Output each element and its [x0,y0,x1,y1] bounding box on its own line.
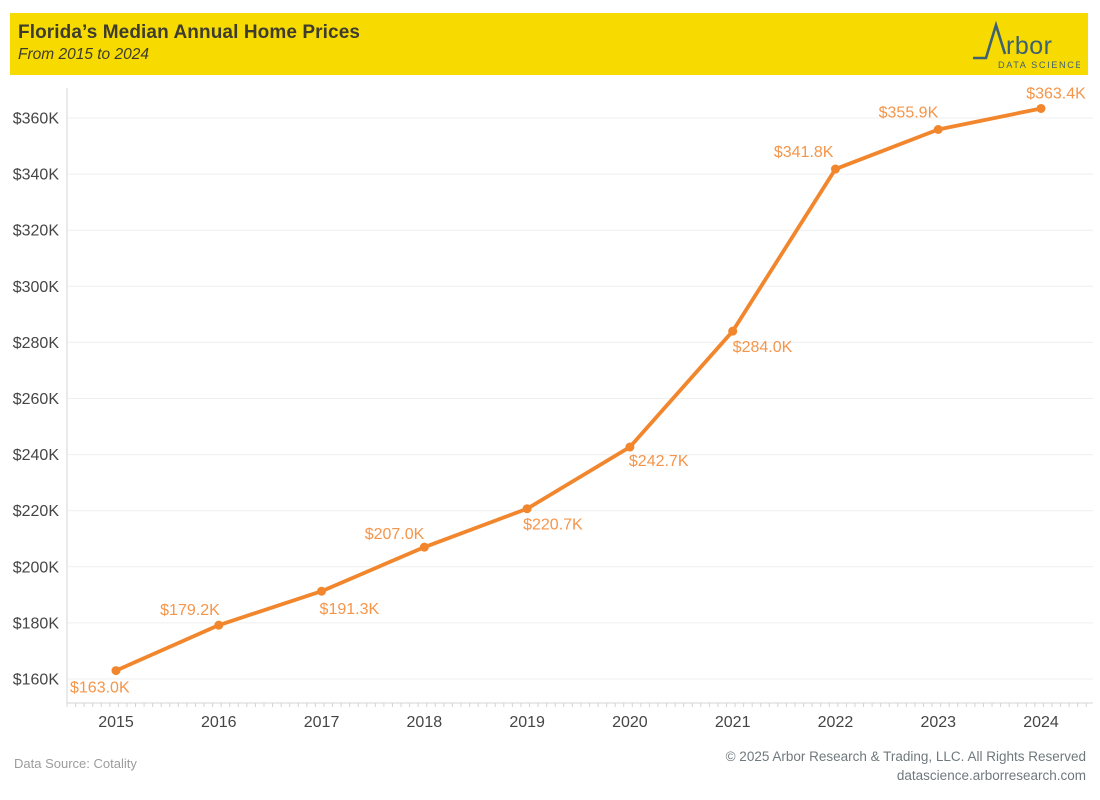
website-text: datascience.arborresearch.com [896,768,1086,783]
x-tick-label: 2023 [920,714,956,731]
y-tick-label: $160K [13,672,60,689]
data-point[interactable] [625,442,635,452]
data-source-note: Data Source: Cotality [14,756,137,771]
data-point[interactable] [317,586,327,596]
chart-title: Florida’s Median Annual Home Prices [18,22,361,43]
line-chart: $160K $180K $200K $220K $240K $260K $280K $300K… [0,80,1100,750]
data-point-label: $363.4K [1026,85,1086,102]
data-point-label: $341.8K [774,144,834,161]
y-tick-label: $180K [13,615,60,632]
data-point-label: $220.7K [523,517,583,534]
x-tick-label: 2015 [98,714,134,731]
arbor-logo: rbor DATA SCIENCE [973,20,1080,70]
x-tick-label: 2019 [509,714,545,731]
data-point[interactable] [419,542,429,552]
price-line [114,106,1043,673]
logo-wordmark: rbor [1006,32,1052,60]
chart-subtitle: From 2015 to 2024 [18,46,149,63]
line-chart-canvas: $160K $180K $200K $220K $240K $260K $280K $300K… [13,85,1093,731]
x-tick-label: 2017 [304,714,340,731]
data-point[interactable] [214,620,224,630]
data-point[interactable] [933,125,943,135]
data-point[interactable] [1036,103,1046,113]
data-point-label: $163.0K [70,680,130,697]
data-point-label: $179.2K [160,602,220,619]
y-tick-label: $340K [13,167,60,184]
y-tick-label: $300K [13,279,60,296]
header-banner: Florida’s Median Annual Home Prices From… [10,13,1088,75]
copyright-text: © 2025 Arbor Research & Trading, LLC. Al… [725,749,1086,764]
x-tick-label: 2018 [407,714,443,731]
x-tick-label: 2022 [818,714,854,731]
y-tick-label: $320K [13,223,60,240]
y-tick-label: $280K [13,335,60,352]
y-tick-label: $260K [13,391,60,408]
data-point[interactable] [522,504,532,514]
x-tick-label: 2016 [201,714,237,731]
y-tick-label: $220K [13,503,60,520]
logo-tagline: DATA SCIENCE [998,60,1080,70]
data-point[interactable] [728,326,738,336]
x-tick-label: 2020 [612,714,648,731]
data-point[interactable] [830,164,840,174]
data-point-label: $207.0K [365,526,425,543]
data-point-label: $355.9K [879,105,939,122]
data-point-label: $242.7K [629,453,689,470]
y-tick-label: $360K [13,111,60,128]
x-tick-label: 2021 [715,714,751,731]
data-point[interactable] [111,666,121,676]
data-point-label: $284.0K [733,339,793,356]
logo-peak-icon [973,20,1007,60]
x-tick-label: 2024 [1023,714,1059,731]
y-tick-label: $200K [13,559,60,576]
copyright-block: © 2025 Arbor Research & Trading, LLC. Al… [726,747,1086,785]
y-tick-label: $240K [13,447,60,464]
data-point-label: $191.3K [320,601,380,618]
